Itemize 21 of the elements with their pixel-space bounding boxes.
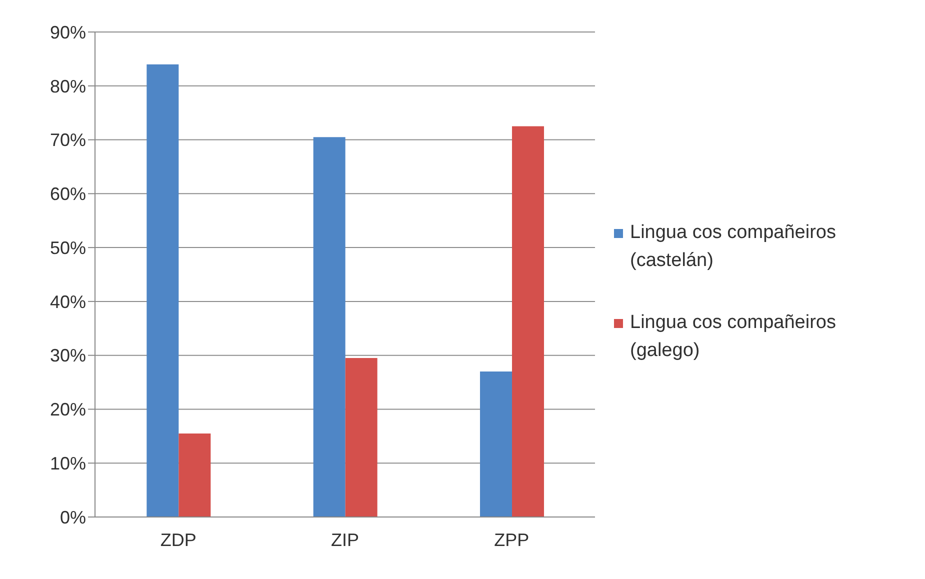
y-tick-label: 60% [50,184,86,204]
y-tick-label: 50% [50,238,86,258]
bar [512,126,544,517]
bar [146,64,179,517]
bar [345,358,378,517]
y-tick-label: 20% [50,400,86,420]
y-tick-label: 10% [50,454,86,474]
bar [178,433,211,517]
x-tick-label: ZPP [494,530,530,550]
legend-label: Lingua cos compañeiros (castelán) [630,221,837,273]
y-tick-label: 70% [50,130,86,150]
y-tick-label: 0% [60,507,86,528]
y-tick-label: 80% [50,76,86,96]
bar [313,137,346,517]
x-tick-label: ZIP [330,530,360,550]
y-tick-label: 40% [50,292,86,312]
x-tick-label: ZDP [160,530,196,550]
y-tick-label: 90% [50,22,86,42]
bar [480,372,512,517]
legend-label: Lingua cos compañeiros (galego) [630,311,837,363]
y-tick-label: 30% [50,346,86,366]
